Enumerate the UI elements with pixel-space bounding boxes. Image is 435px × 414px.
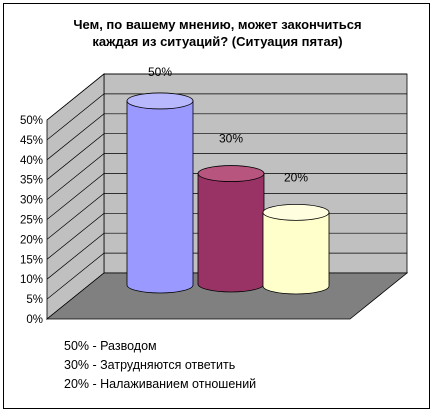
y-tick-label: 40% xyxy=(20,155,43,167)
gridline xyxy=(46,133,407,180)
bar-data-label: 30% xyxy=(219,132,243,146)
chart-plot: 0% 5% 10% 15% 20% 25% 30% 35% 40% 45% 50% 50% 30% 20% xyxy=(20,65,409,326)
chart-frame: Чем, по вашему мнению, может закончиться… xyxy=(3,3,430,409)
chart-title: Чем, по вашему мнению, может закончиться… xyxy=(4,16,431,50)
legend-entry-1: 50% - Разводом xyxy=(64,339,157,353)
y-tick-label: 5% xyxy=(26,294,43,306)
y-tick-label: 45% xyxy=(20,135,43,147)
y-tick-label: 35% xyxy=(20,175,43,187)
y-tick-label: 30% xyxy=(20,195,43,207)
gridline xyxy=(46,113,407,161)
bar-data-label: 50% xyxy=(148,65,172,79)
gridline xyxy=(46,193,407,240)
bar-cylinder xyxy=(126,100,194,294)
y-tick-label: 20% xyxy=(20,234,43,246)
bar-cylinder-top xyxy=(197,165,265,182)
gridline xyxy=(46,173,407,220)
bar-data-label: 20% xyxy=(284,170,308,184)
y-tick-label: 50% xyxy=(20,115,43,127)
gridline xyxy=(46,93,407,141)
gridline xyxy=(46,153,407,200)
y-tick-label: 15% xyxy=(20,254,43,266)
bar-cylinder xyxy=(197,173,265,293)
chart-title-line-1: Чем, по вашему мнению, может закончиться xyxy=(73,17,362,32)
legend-entry-3: 20% - Налаживанием отношений xyxy=(64,377,257,391)
bar-cylinder-top xyxy=(262,203,330,221)
chart-title-line-2: каждая из ситуаций? (Ситуация пятая) xyxy=(92,34,343,49)
y-tick-label: 0% xyxy=(26,314,43,326)
gridline xyxy=(46,73,407,121)
y-tick-label: 25% xyxy=(20,215,43,227)
legend-entry-2: 30% - Затрудняются ответить xyxy=(64,358,236,372)
chart-legend: 50% - Разводом 30% - Затрудняются ответи… xyxy=(64,337,256,394)
y-tick-label: 10% xyxy=(20,274,43,286)
bar-cylinder-top xyxy=(126,92,194,110)
bar-cylinder xyxy=(262,211,330,295)
